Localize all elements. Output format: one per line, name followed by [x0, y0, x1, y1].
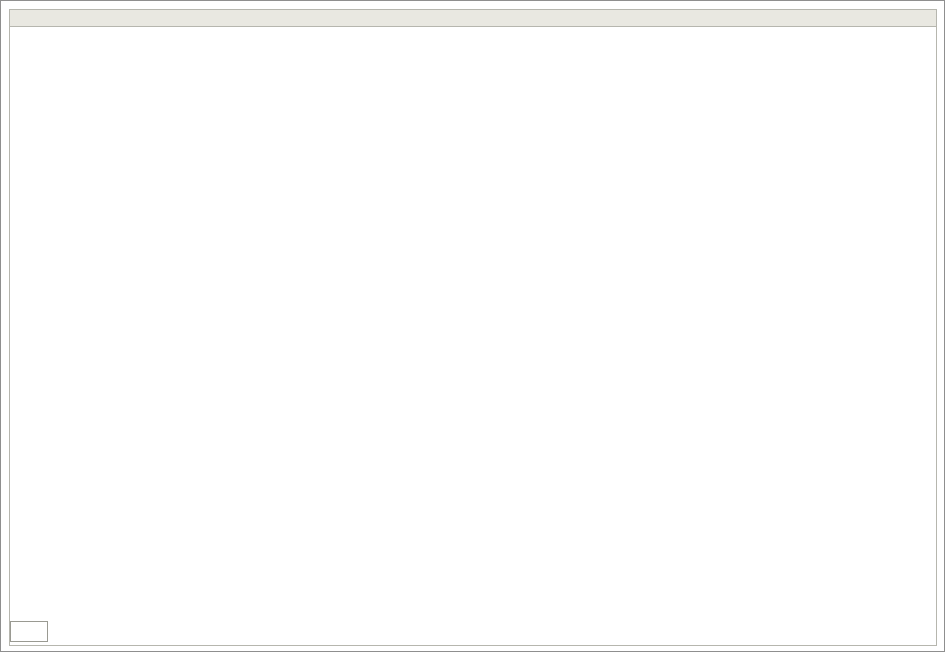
molecule-structure	[401, 107, 591, 267]
x-axis-unit-box[interactable]	[10, 621, 48, 642]
spectrum-header	[9, 9, 937, 27]
